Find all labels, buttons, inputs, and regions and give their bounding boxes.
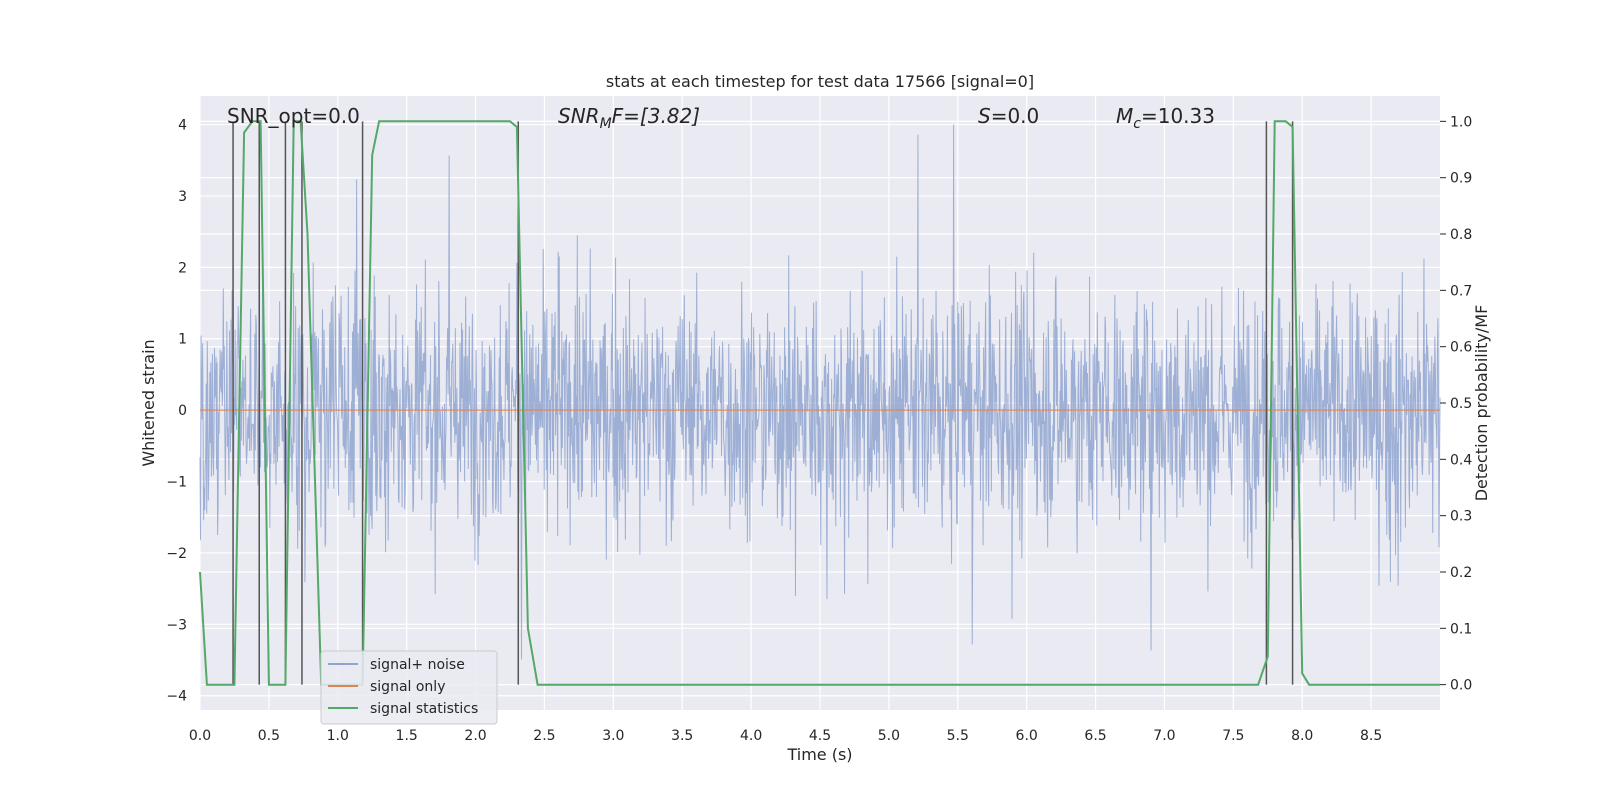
x-tick-label: 6.5	[1084, 728, 1106, 744]
x-tick-label: 4.5	[809, 728, 831, 744]
x-tick-label: 7.0	[1153, 728, 1175, 744]
vertical-markers	[232, 121, 1294, 685]
y-tick-label: 4	[178, 118, 187, 134]
y-tick-label: −4	[166, 689, 187, 705]
signal-noise-series	[199, 124, 1441, 660]
signal-noise-line	[199, 124, 1441, 660]
y-tick-label: 3	[178, 189, 187, 205]
x-tick-label: 1.5	[396, 728, 418, 744]
grid	[199, 96, 1440, 710]
x-tick-label: 8.0	[1291, 728, 1313, 744]
annotation-mc-val: =10.33	[1141, 104, 1215, 128]
y2-axis-label: Detection probability/MF	[1472, 305, 1491, 502]
y2-tick-label: 0.7	[1450, 283, 1472, 299]
x-tick-label: 3.0	[602, 728, 624, 744]
y2-tick-label: 0.4	[1450, 452, 1472, 468]
x-tick-label: 0.5	[258, 728, 280, 744]
annotation-mc-base: M	[1116, 104, 1133, 128]
y-tick-label: 0	[178, 403, 187, 419]
x-ticks: 0.0 0.5 1.0 1.5 2.0 2.5 3.0 3.5 4.0 4.5 5.0 5.5 6.0 6…	[189, 728, 1382, 744]
y2-tick-label: 0.2	[1450, 565, 1472, 581]
legend-label-signal-noise: signal+ noise	[370, 657, 465, 673]
annotation-snr-mf-rest: F=[3.82]	[612, 104, 700, 128]
x-tick-label: 7.5	[1222, 728, 1244, 744]
annotation-mc-sub: c	[1133, 116, 1141, 132]
y2-tick-label: 0.3	[1450, 509, 1472, 525]
x-tick-label: 6.0	[1016, 728, 1038, 744]
annotation-snr-mf-base: SNR	[558, 104, 600, 128]
x-tick-label: 2.0	[464, 728, 486, 744]
annotation-s: S=0.0	[978, 104, 1039, 128]
y-tick-label: 2	[178, 260, 187, 276]
annotation-s-val: =0.0	[991, 104, 1040, 128]
y2-ticks: 1.0 0.9 0.8 0.7 0.6 0.5 0.4 0.3 0.2 0.1 0.0	[1440, 114, 1472, 694]
x-tick-label: 2.5	[533, 728, 555, 744]
y-ticks: 4 3 2 1 0 −1 −2 −3 −4	[166, 118, 187, 705]
x-axis-label: Time (s)	[786, 745, 852, 764]
y-tick-label: 1	[178, 332, 187, 348]
legend-label-signal-statistics: signal statistics	[370, 701, 478, 717]
y-axis-label: Whitened strain	[139, 339, 158, 466]
signal-statistics-line	[199, 120, 1440, 686]
x-tick-label: 4.0	[740, 728, 762, 744]
annotation-s-sym: S	[978, 104, 991, 128]
annotation-snr-mf-sub: M	[600, 116, 612, 132]
x-tick-label: 8.5	[1360, 728, 1382, 744]
y2-tick-label: 0.6	[1450, 340, 1472, 356]
y2-tick-label: 0.9	[1450, 171, 1472, 187]
x-tick-label: 3.5	[671, 728, 693, 744]
annotation-snr-opt: SNR_opt=0.0	[227, 104, 360, 128]
x-tick-label: 5.0	[878, 728, 900, 744]
y-tick-label: −3	[166, 617, 187, 633]
chart-title: stats at each timestep for test data 175…	[606, 72, 1034, 91]
legend-box	[320, 650, 498, 725]
signal-statistics-series	[199, 120, 1440, 686]
x-tick-label: 1.0	[327, 728, 349, 744]
legend: signal+ noise signal only signal statist…	[320, 650, 498, 725]
y-tick-label: −1	[166, 475, 187, 491]
legend-label-signal-only: signal only	[370, 679, 445, 695]
y2-tick-label: 1.0	[1450, 114, 1472, 130]
annotation-mc: Mc=10.33	[1116, 104, 1215, 132]
y2-tick-label: 0.8	[1450, 227, 1472, 243]
y2-tick-label: 0.5	[1450, 396, 1472, 412]
y-tick-label: −2	[166, 546, 187, 562]
x-tick-label: 5.5	[947, 728, 969, 744]
annotation-snr-mf: SNRMF=[3.82]	[558, 104, 700, 132]
y2-tick-label: 0.0	[1450, 678, 1472, 694]
x-tick-label: 0.0	[189, 728, 211, 744]
y2-tick-label: 0.1	[1450, 621, 1472, 637]
